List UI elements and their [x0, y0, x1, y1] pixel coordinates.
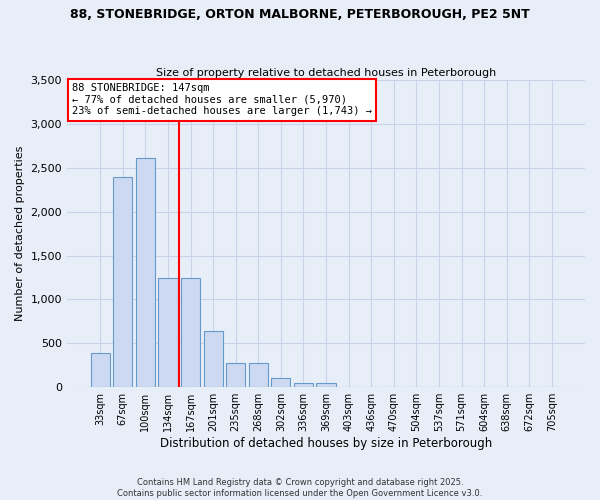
Text: Contains HM Land Registry data © Crown copyright and database right 2025.
Contai: Contains HM Land Registry data © Crown c… — [118, 478, 482, 498]
Bar — [136, 158, 155, 387]
Bar — [181, 278, 200, 387]
Text: 88, STONEBRIDGE, ORTON MALBORNE, PETERBOROUGH, PE2 5NT: 88, STONEBRIDGE, ORTON MALBORNE, PETERBO… — [70, 8, 530, 20]
Title: Size of property relative to detached houses in Peterborough: Size of property relative to detached ho… — [156, 68, 496, 78]
Text: 88 STONEBRIDGE: 147sqm
← 77% of detached houses are smaller (5,970)
23% of semi-: 88 STONEBRIDGE: 147sqm ← 77% of detached… — [72, 83, 372, 116]
Bar — [271, 378, 290, 387]
Y-axis label: Number of detached properties: Number of detached properties — [15, 146, 25, 322]
Bar — [316, 383, 335, 387]
Bar — [91, 353, 110, 387]
Bar — [203, 331, 223, 387]
Bar — [226, 362, 245, 387]
X-axis label: Distribution of detached houses by size in Peterborough: Distribution of detached houses by size … — [160, 437, 492, 450]
Bar — [294, 383, 313, 387]
Bar — [113, 176, 133, 387]
Bar — [248, 362, 268, 387]
Bar — [158, 278, 178, 387]
